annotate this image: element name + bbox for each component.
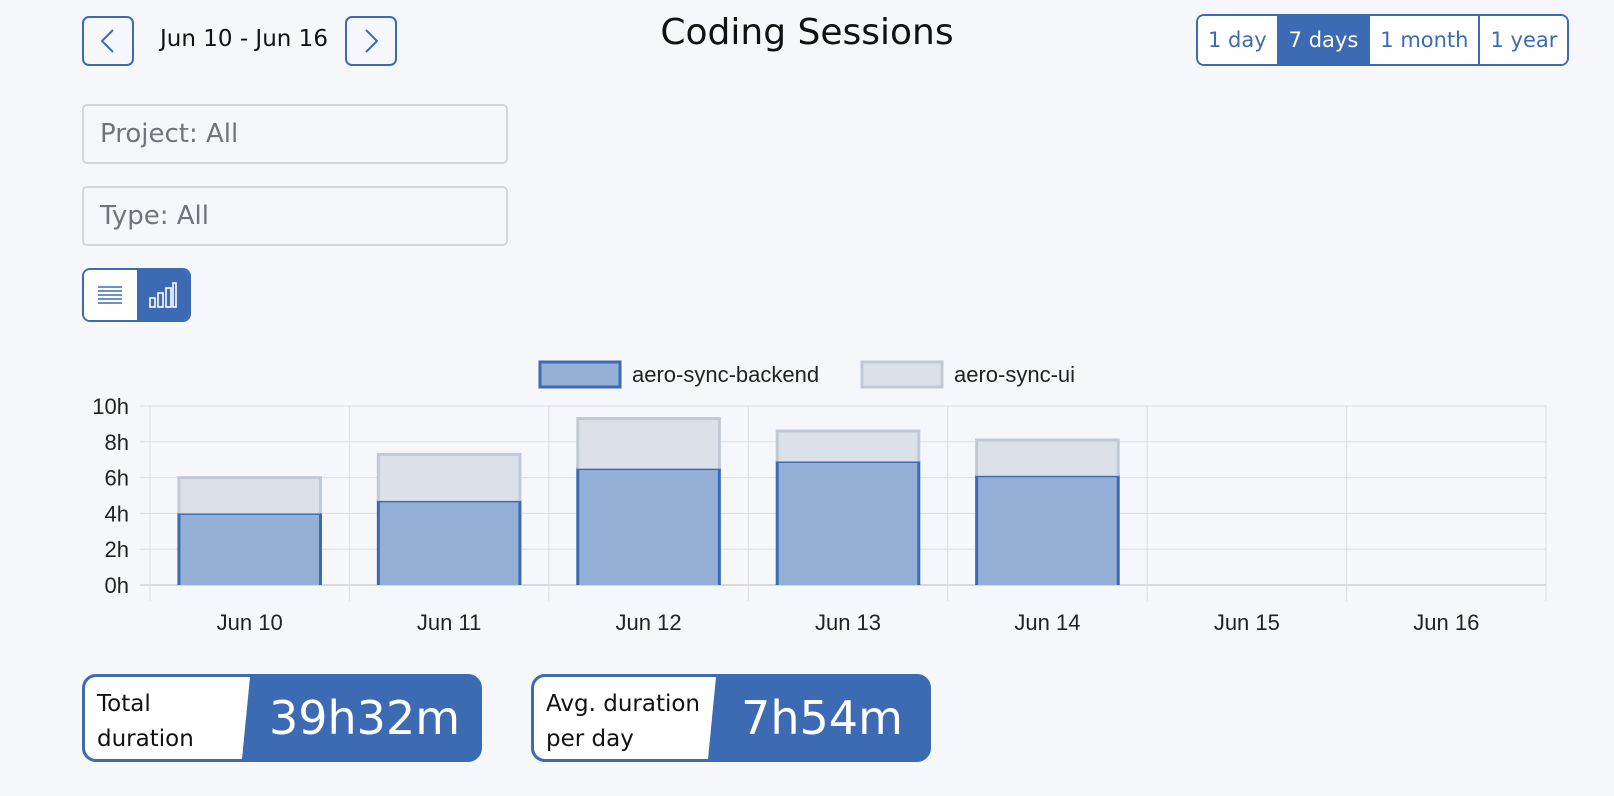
bar-aero-sync-backend bbox=[976, 475, 1119, 585]
list-view-button[interactable] bbox=[84, 270, 137, 320]
bar-aero-sync-backend bbox=[577, 468, 720, 585]
bar-border-aero-sync-ui bbox=[376, 452, 522, 501]
y-tick-label: 2h bbox=[105, 537, 129, 562]
bar-border-aero-sync-ui bbox=[775, 429, 921, 462]
legend-label-aero-sync-ui: aero-sync-ui bbox=[954, 362, 1075, 387]
bar-aero-sync-backend bbox=[777, 461, 919, 585]
bar-aero-sync-ui bbox=[777, 431, 919, 462]
list-icon bbox=[98, 286, 123, 304]
average-duration-value: 7h54m bbox=[741, 691, 903, 745]
avg-label-line-2: per day bbox=[546, 726, 634, 752]
bar-border-aero-sync-backend bbox=[177, 511, 323, 585]
bar-chart-icon bbox=[148, 282, 177, 308]
x-tick-label: Jun 11 bbox=[417, 610, 481, 635]
bar-border-aero-sync-ui bbox=[177, 476, 323, 514]
range-1-day[interactable]: 1 day bbox=[1198, 16, 1279, 64]
bar-aero-sync-ui bbox=[577, 418, 720, 469]
average-duration-stat: Avg. duration per day 7h54m bbox=[531, 674, 931, 762]
date-range-label: Jun 10 - Jun 16 bbox=[160, 26, 328, 52]
range-7-days[interactable]: 7 days bbox=[1278, 16, 1371, 64]
y-tick-label: 0h bbox=[105, 573, 129, 598]
range-1-month[interactable]: 1 month bbox=[1370, 16, 1481, 64]
y-tick-label: 4h bbox=[105, 501, 129, 526]
x-tick-label: Jun 13 bbox=[815, 610, 881, 635]
coding-sessions-chart: aero-sync-backend aero-sync-ui 10h 8h 6h 4h 2h… bbox=[92, 360, 1547, 635]
previous-week-button[interactable] bbox=[82, 16, 134, 66]
avg-label-line-1: Avg. duration bbox=[546, 691, 701, 717]
bar-border-aero-sync-backend bbox=[576, 467, 721, 585]
legend-label-aero-sync-backend: aero-sync-backend bbox=[632, 362, 819, 387]
range-1-year[interactable]: 1 year bbox=[1480, 16, 1568, 64]
bar-border-aero-sync-ui bbox=[975, 438, 1120, 476]
x-tick-label: Jun 14 bbox=[1014, 610, 1080, 635]
total-duration-stat: Total duration 39h32m bbox=[82, 674, 482, 762]
bar-aero-sync-backend bbox=[378, 500, 520, 585]
total-duration-label: Total duration bbox=[85, 677, 250, 759]
x-tick-label: Jun 16 bbox=[1413, 610, 1479, 635]
legend-swatch-aero-sync-backend bbox=[538, 360, 622, 389]
bar-aero-sync-ui bbox=[178, 477, 321, 514]
x-tick-label: Jun 15 bbox=[1214, 610, 1280, 635]
type-filter[interactable]: Type: All bbox=[82, 186, 508, 246]
view-toggle bbox=[82, 268, 191, 322]
chart-view-button[interactable] bbox=[136, 270, 189, 320]
y-tick-label: 8h bbox=[105, 430, 129, 455]
y-tick-label: 6h bbox=[105, 466, 129, 491]
chevron-right-icon bbox=[365, 29, 379, 53]
y-tick-label: 10h bbox=[92, 394, 129, 419]
bar-aero-sync-ui bbox=[976, 440, 1119, 476]
time-range-selector: 1 day 7 days 1 month 1 year bbox=[1196, 14, 1570, 66]
x-tick-label: Jun 10 bbox=[217, 610, 283, 635]
bar-border-aero-sync-ui bbox=[576, 417, 721, 469]
total-duration-value: 39h32m bbox=[268, 691, 461, 745]
legend-swatch-aero-sync-ui bbox=[860, 360, 944, 389]
average-duration-label: Avg. duration per day bbox=[534, 677, 716, 759]
next-week-button[interactable] bbox=[345, 16, 397, 66]
bar-aero-sync-backend bbox=[178, 513, 321, 585]
bar-aero-sync-ui bbox=[378, 454, 520, 501]
total-label-line-2: duration bbox=[97, 726, 194, 752]
chevron-left-icon bbox=[100, 29, 114, 53]
total-label-line-1: Total bbox=[97, 691, 151, 717]
x-tick-label: Jun 12 bbox=[616, 610, 682, 635]
project-filter[interactable]: Project: All bbox=[82, 104, 508, 164]
